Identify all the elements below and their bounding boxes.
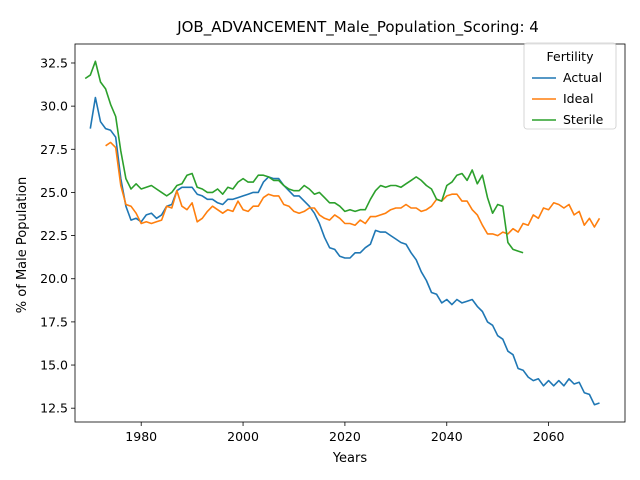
y-tick-label: 32.5	[40, 55, 68, 70]
legend-box	[523, 42, 617, 130]
legend-entries: Actual Ideal Sterile	[532, 70, 604, 127]
y-tick-label: 12.5	[40, 401, 68, 416]
legend-label-actual: Actual	[563, 70, 602, 85]
plot-frame	[74, 43, 626, 423]
y-tick-label: 17.5	[40, 314, 68, 329]
y-tick-label: 27.5	[40, 142, 68, 157]
legend-label-ideal: Ideal	[563, 91, 593, 106]
chart-title: JOB_ADVANCEMENT_Male_Population_Scoring:…	[176, 18, 539, 37]
series-layer	[84, 60, 601, 406]
y-tick-label: 15.0	[40, 358, 68, 373]
series-line-sterile	[84, 60, 524, 254]
y-axis-ticks: 12.5 15.0 17.5 20.0 22.5 25.0 27.5 30.0 32.5	[40, 55, 75, 416]
x-tick-label: 1980	[125, 429, 157, 444]
x-tick-label: 2000	[227, 429, 259, 444]
series-line-actual	[89, 96, 600, 406]
series-line-ideal	[105, 141, 601, 237]
y-tick-label: 22.5	[40, 228, 68, 243]
y-tick-label: 20.0	[40, 271, 68, 286]
legend-title: Fertility	[547, 49, 595, 64]
x-tick-label: 2060	[533, 429, 565, 444]
y-tick-label: 30.0	[40, 99, 68, 114]
legend: Fertility Actual Ideal Sterile	[523, 42, 617, 130]
x-tick-label: 2040	[431, 429, 463, 444]
y-axis-label: % of Male Population	[15, 177, 30, 313]
legend-label-sterile: Sterile	[563, 112, 604, 127]
x-axis-ticks: 1980 2000 2020 2040 2060	[125, 422, 565, 444]
y-tick-label: 25.0	[40, 185, 68, 200]
x-tick-label: 2020	[329, 429, 361, 444]
x-axis-label: Years	[332, 451, 368, 466]
